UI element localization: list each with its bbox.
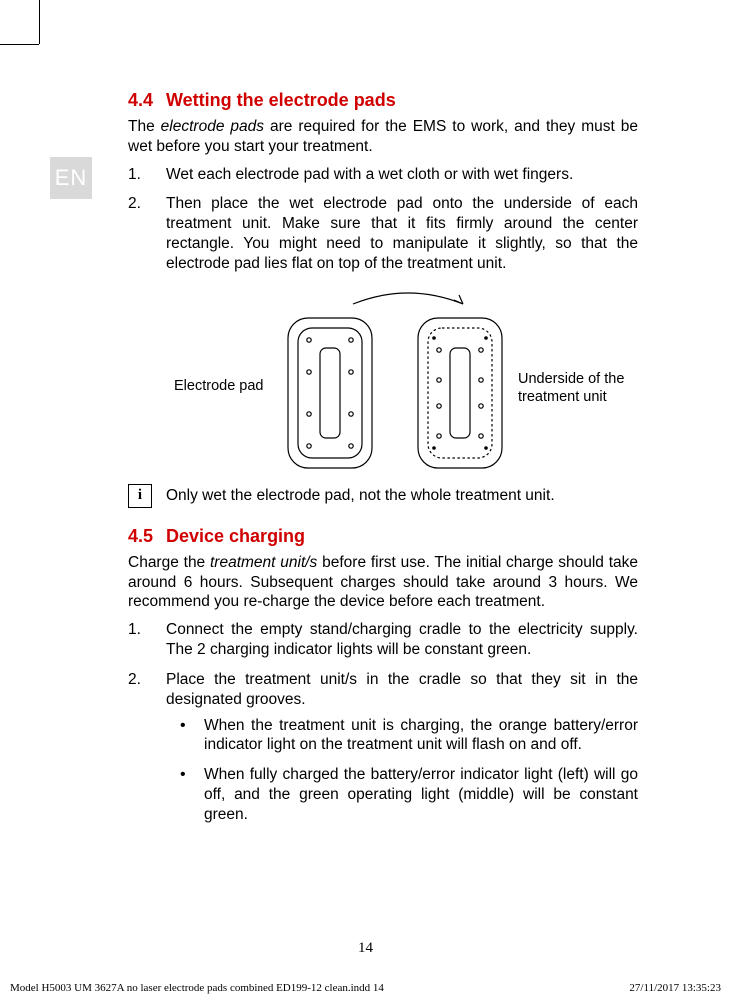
section-45-intro: Charge the treatment unit/s before first… bbox=[128, 553, 638, 612]
section-45-number: 4.5 bbox=[128, 526, 166, 547]
info-icon: i bbox=[128, 484, 152, 508]
text-italic: stand/charging cradle bbox=[310, 621, 461, 638]
text-italic: treatment unit bbox=[407, 255, 502, 272]
text-italic: operating light bbox=[348, 786, 450, 803]
page-number: 14 bbox=[0, 940, 731, 957]
text-italic: electrode pad bbox=[236, 166, 330, 183]
footer-right: 27/11/2017 13:35:23 bbox=[629, 982, 721, 994]
section-44-title: Wetting the electrode pads bbox=[166, 90, 396, 110]
info-note: i Only wet the electrode pad, not the wh… bbox=[128, 484, 638, 508]
info-text: Only wet the electrode pad, not the whol… bbox=[166, 487, 555, 505]
text: on the bbox=[295, 736, 347, 753]
text: Charge the bbox=[128, 554, 210, 571]
text: will be constant green. bbox=[373, 641, 532, 658]
section-44-steps: 1. Wet each electrode pad with a wet clo… bbox=[128, 165, 638, 274]
section-44-intro: The electrode pads are required for the … bbox=[128, 117, 638, 157]
text-italic: treatment unit/s bbox=[245, 671, 357, 688]
text-italic: charging indicator lights bbox=[210, 641, 373, 658]
footer-left: Model H5003 UM 3627A no laser electrode … bbox=[10, 982, 384, 994]
text: Place the bbox=[166, 671, 245, 688]
text: , not the whole bbox=[350, 487, 455, 504]
text: is charging, the orange bbox=[376, 717, 553, 734]
text-italic: electrode pad bbox=[323, 195, 422, 212]
text: Wet each bbox=[166, 166, 236, 183]
section-45-title: Device charging bbox=[166, 526, 305, 546]
bullet-1: When the treatment unit is charging, the… bbox=[166, 716, 638, 756]
section-44-heading: 4.4Wetting the electrode pads bbox=[128, 90, 638, 111]
step-2: 2. Then place the wet electrode pad onto… bbox=[128, 194, 638, 273]
text-italic: electrode pads bbox=[161, 118, 264, 135]
text: Then place the wet bbox=[166, 195, 323, 212]
crop-mark-vertical bbox=[39, 0, 40, 44]
crop-mark-horizontal bbox=[0, 44, 39, 45]
bullet-2: When fully charged the battery/error ind… bbox=[166, 765, 638, 824]
step-number: 2. bbox=[128, 670, 141, 690]
text-italic: treatment unit bbox=[347, 736, 442, 753]
diagram-label-right: Underside of the treatment unit bbox=[518, 370, 638, 406]
text-italic: electrode pad bbox=[256, 487, 350, 504]
electrode-diagram: Electrode pad Underside of the treatment… bbox=[128, 288, 638, 478]
step-2-bullets: When the treatment unit is charging, the… bbox=[166, 716, 638, 825]
text: When fully charged the bbox=[204, 766, 371, 783]
text-italic: treatment unit bbox=[279, 717, 376, 734]
step-1: 1. Connect the empty stand/charging crad… bbox=[128, 620, 638, 660]
step-number: 2. bbox=[128, 194, 141, 214]
content-area: 4.4Wetting the electrode pads The electr… bbox=[128, 90, 638, 835]
text: The bbox=[128, 118, 161, 135]
text: . bbox=[550, 487, 554, 504]
section-44-number: 4.4 bbox=[128, 90, 166, 111]
text: lies flat on top of the bbox=[260, 255, 407, 272]
text: Only wet the bbox=[166, 487, 256, 504]
step-1: 1. Wet each electrode pad with a wet clo… bbox=[128, 165, 638, 185]
step-2: 2. Place the treatment unit/s in the cra… bbox=[128, 670, 638, 825]
text-italic: treatment unit. bbox=[166, 215, 271, 232]
page: EN 4.4Wetting the electrode pads The ele… bbox=[0, 0, 731, 1000]
section-45-steps: 1. Connect the empty stand/charging crad… bbox=[128, 620, 638, 824]
section-45-heading: 4.5Device charging bbox=[128, 526, 638, 547]
text-italic: battery/error indicator light bbox=[371, 766, 553, 783]
text-italic: electrode pad bbox=[166, 255, 260, 272]
diagram-label-left: Electrode pad bbox=[174, 378, 263, 394]
text: Connect the empty bbox=[166, 621, 310, 638]
text: . bbox=[502, 255, 506, 272]
step-number: 1. bbox=[128, 165, 141, 185]
text: When the bbox=[204, 717, 279, 734]
text-italic: treatment unit bbox=[456, 487, 551, 504]
text: onto the underside of each bbox=[423, 195, 638, 212]
language-badge: EN bbox=[50, 157, 92, 199]
step-number: 1. bbox=[128, 620, 141, 640]
text: with a wet cloth or with wet fingers. bbox=[329, 166, 573, 183]
text-italic: treatment unit/s bbox=[210, 554, 317, 571]
text: will flash on and off. bbox=[442, 736, 582, 753]
